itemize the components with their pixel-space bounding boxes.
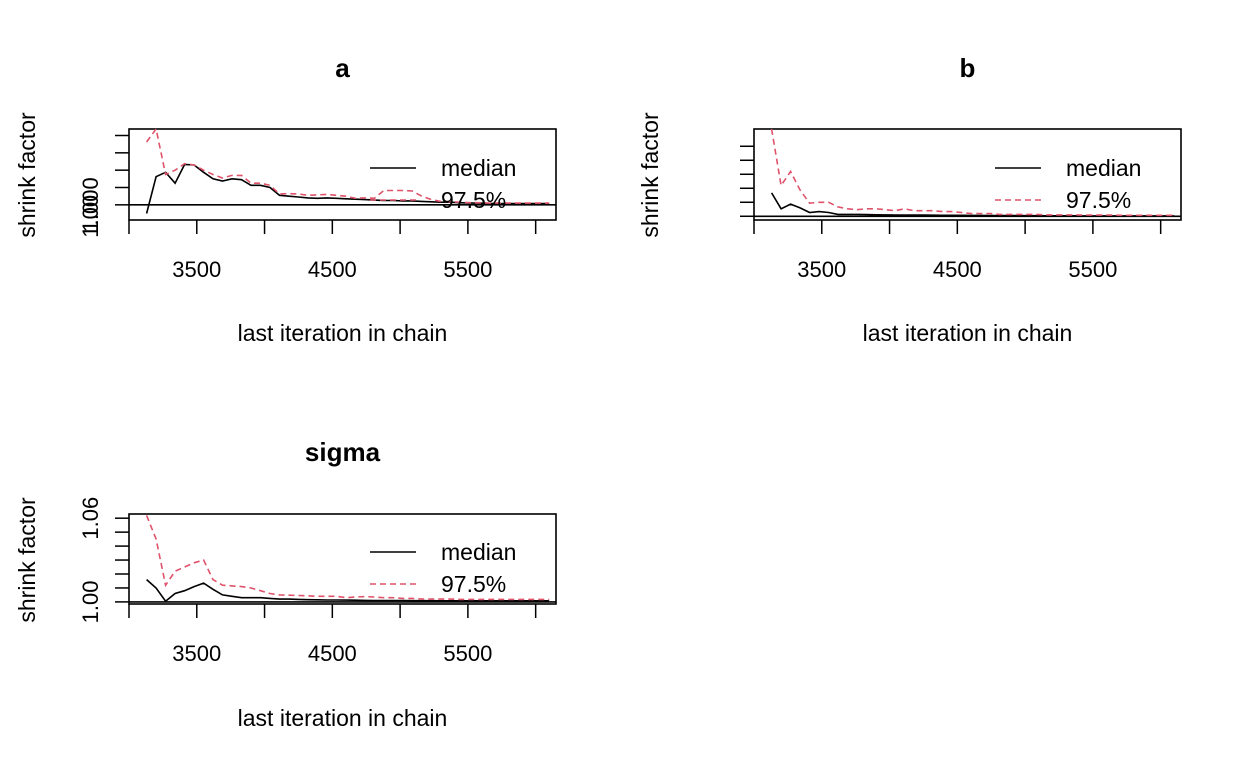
x-axis-label: last iteration in chain [238,705,448,731]
series-line-97-5pct [770,128,1175,217]
series-line-97-5pct [145,515,550,601]
legend-label: 97.5% [441,187,506,213]
legend: median 97.5% [370,155,516,213]
x-tick-label: 3500 [172,641,221,666]
panel-title: a [335,53,350,83]
x-axis-label: last iteration in chain [863,320,1073,346]
x-tick-label: 5500 [443,641,492,666]
x-tick-label: 5500 [443,257,492,282]
x-tick-label: 4500 [308,641,357,666]
panel-sigma: sigma last iteration in chain shrink facto… [14,437,557,731]
x-tick-label: 5500 [1068,257,1117,282]
y-tick-label: 1.06 [78,497,103,540]
y-tick-label: 1.000 [78,177,103,232]
y-tick-label: 1.00 [78,580,103,623]
x-tick-label: 4500 [308,257,357,282]
series-line-median [146,579,550,603]
y-axis-label: shrink factor [14,497,40,623]
x-tick-label: 3500 [797,257,846,282]
x-tick-label: 3500 [172,257,221,282]
panel-title: b [960,53,976,83]
x-axis-label: last iteration in chain [238,320,448,346]
legend-label: median [1066,155,1141,181]
legend-label: 97.5% [1066,187,1131,213]
y-tick-label: 1.00 [78,195,103,238]
legend-label: median [441,539,516,565]
plot-frame [128,128,557,221]
panel-b: b last iteration in chain shrink factor 350… [78,53,1182,346]
x-tick-label: 4500 [933,257,982,282]
y-axis-label: shrink factor [637,112,663,238]
legend: median 97.5% [370,539,516,597]
panel-title: sigma [305,437,381,467]
plot-frame [128,513,557,605]
legend-label: 97.5% [441,571,506,597]
series-line-median [770,192,1175,217]
legend: median 97.5% [995,155,1141,213]
panel-a: a last iteration in chain shrink factor 350… [14,53,557,346]
y-axis-label: shrink factor [14,112,40,238]
legend-label: median [441,155,516,181]
series-line-97-5pct [145,127,550,204]
